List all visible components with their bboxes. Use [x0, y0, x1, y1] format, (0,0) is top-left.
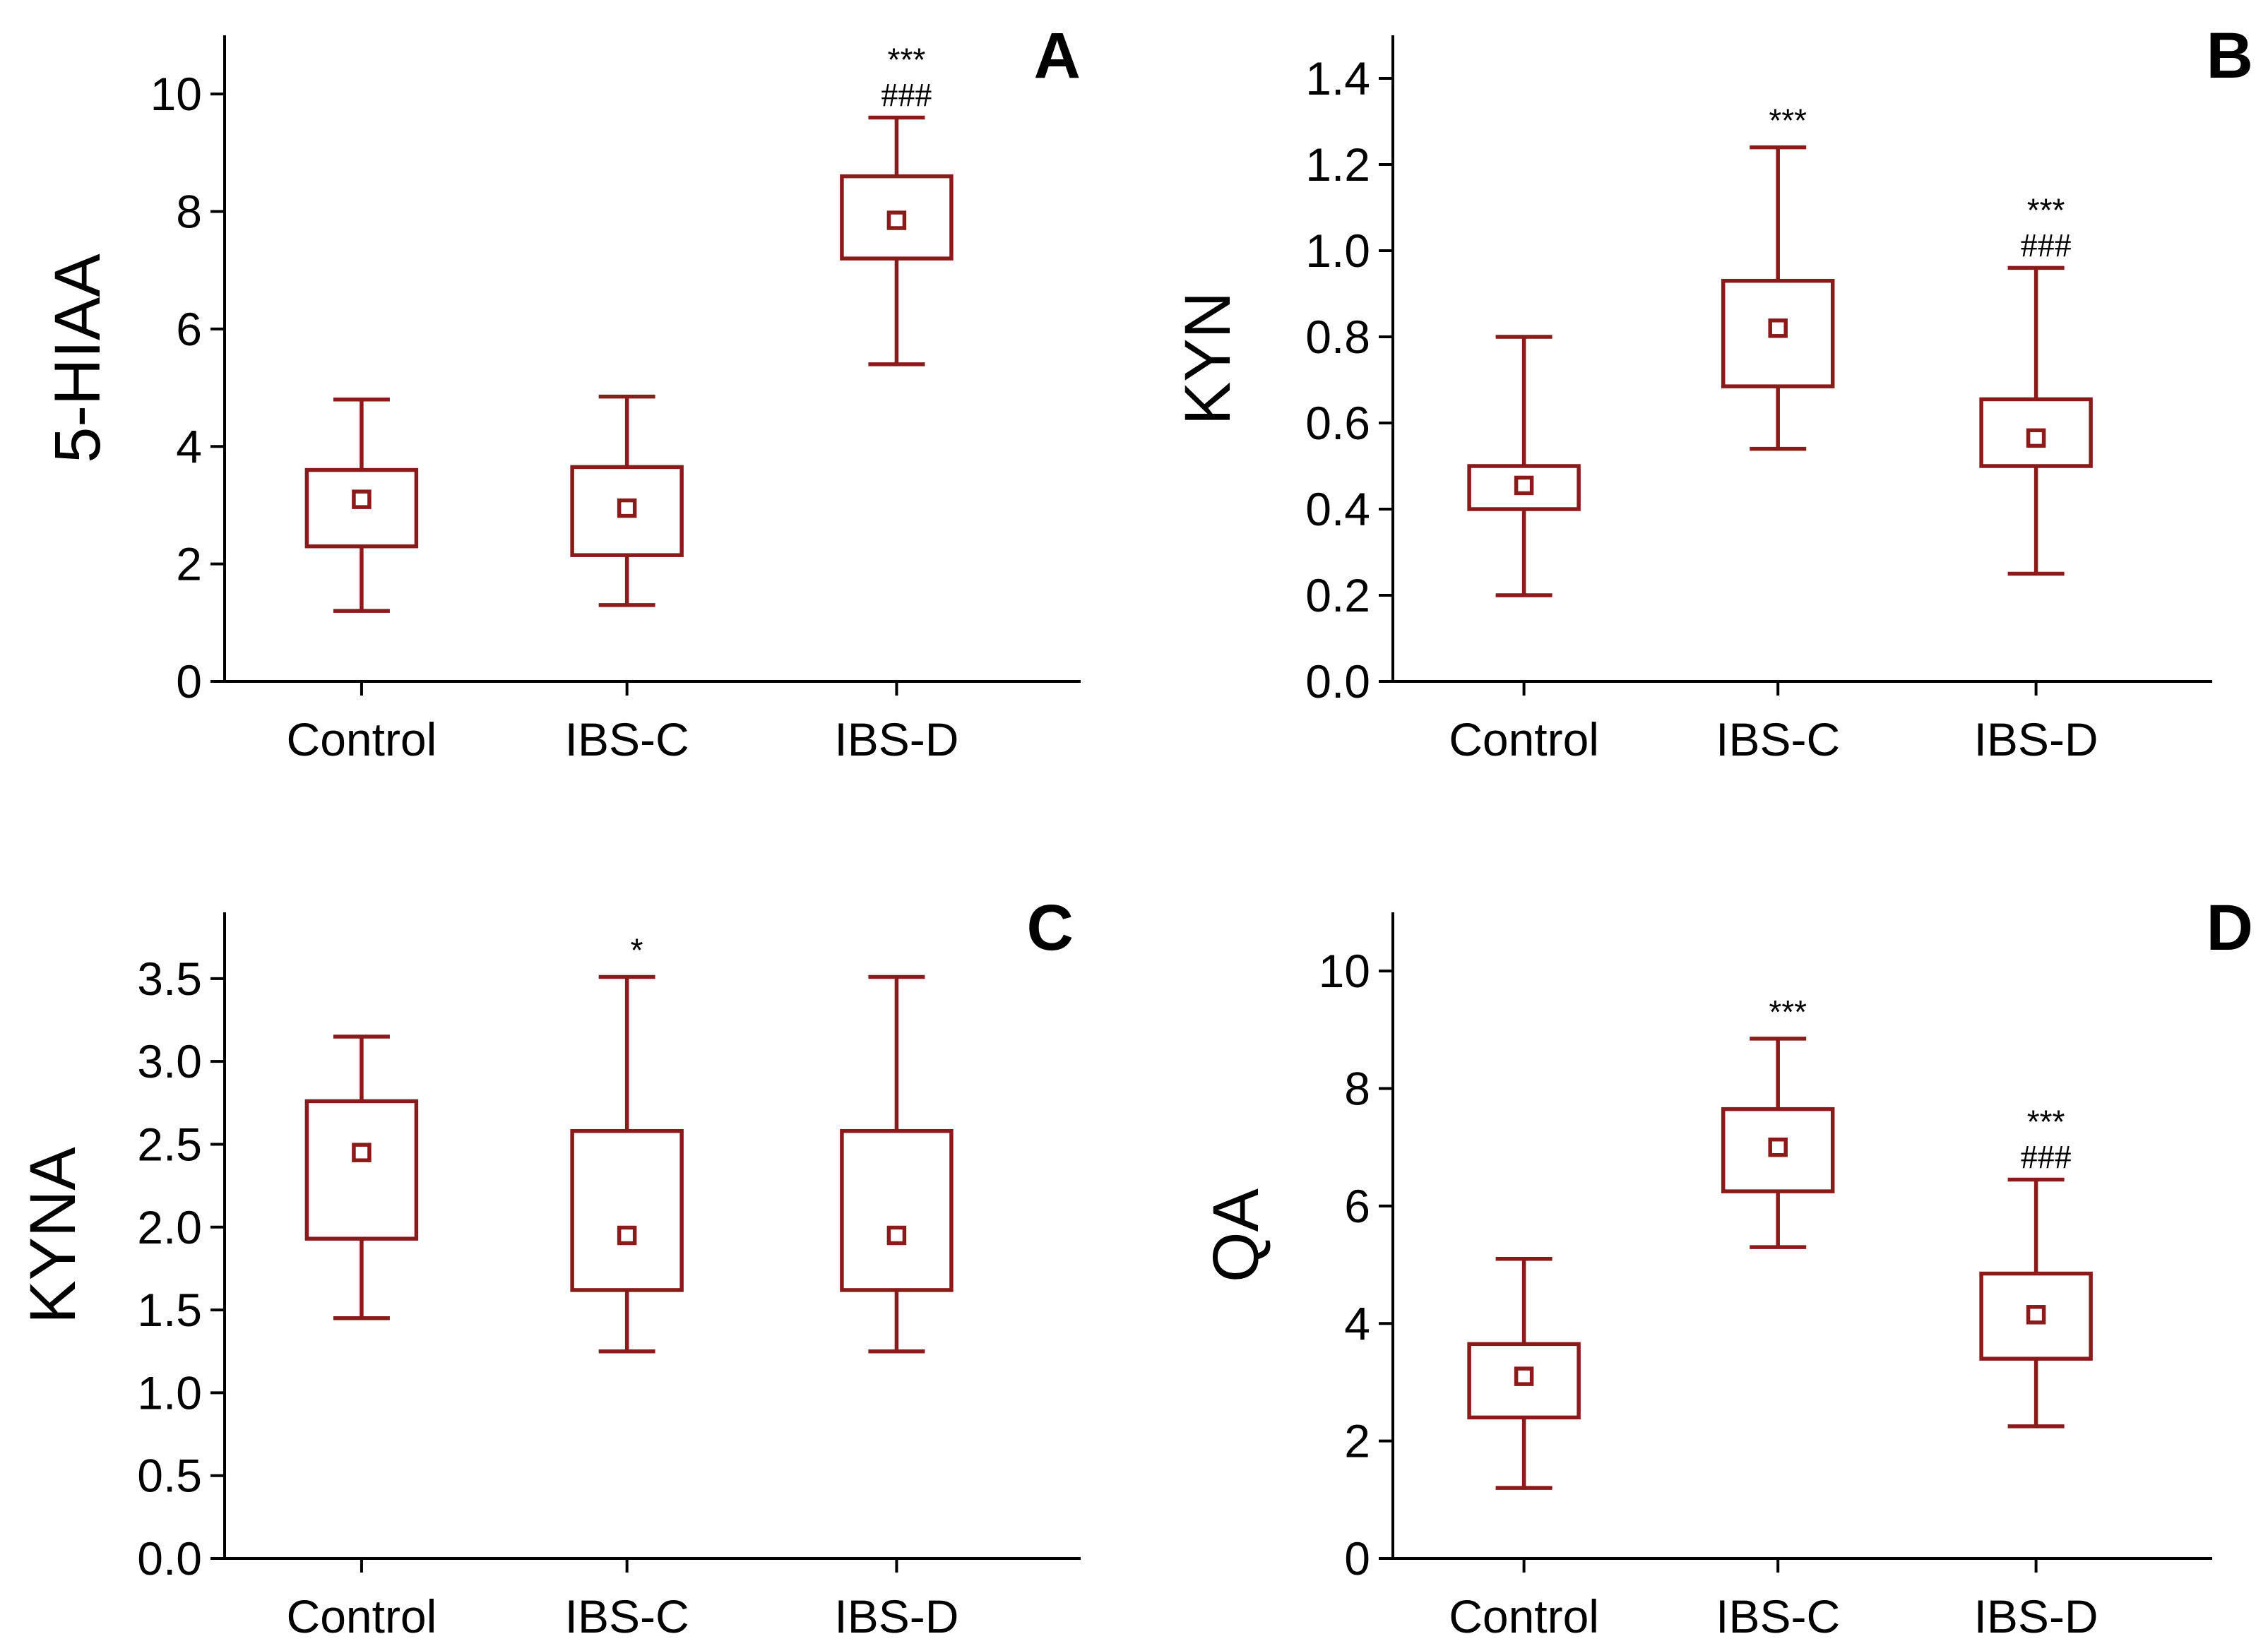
box-control	[1467, 335, 1581, 597]
box-control	[304, 397, 419, 613]
y-tick-label: 0	[176, 655, 202, 708]
mean-marker	[2026, 1305, 2046, 1325]
y-tick-label: 3.0	[137, 1035, 202, 1087]
significance-hash: ###	[2021, 227, 2072, 264]
box-ibs-d: ***###	[1979, 191, 2093, 576]
mean-marker	[886, 210, 907, 230]
y-tick-label: 2.5	[137, 1118, 202, 1170]
x-tick-label: IBS-C	[1716, 713, 1840, 765]
significance-star: ***	[1769, 102, 1807, 139]
significance-star: ***	[2027, 1103, 2065, 1140]
mean-marker	[352, 1143, 372, 1162]
x-tick-label: Control	[1449, 1590, 1599, 1642]
significance-hash: ###	[881, 76, 932, 114]
y-tick-label: 0.8	[1305, 311, 1370, 363]
significance-star: ***	[2027, 191, 2065, 228]
box-ibs-c: ***	[1721, 994, 1835, 1249]
y-tick-label: 6	[1344, 1180, 1370, 1232]
y-tick-label: 1.0	[137, 1366, 202, 1419]
y-tick-label: 0	[1344, 1532, 1370, 1585]
iqr-box	[1721, 278, 1835, 388]
box-ibs-c: *	[570, 932, 684, 1354]
x-tick-label: IBS-C	[565, 1590, 689, 1642]
panel-A: 0 2 4 6 8 10 5-HIAA A Control IBS-C IBS-D ***###	[42, 20, 1081, 765]
x-tick-label: IBS-D	[834, 1590, 958, 1642]
x-tick-label: Control	[287, 713, 437, 765]
iqr-box	[840, 174, 954, 261]
y-tick-label: 0.4	[1305, 483, 1370, 535]
y-tick-label: 8	[176, 186, 202, 238]
mean-marker	[1514, 1366, 1534, 1386]
iqr-box	[304, 1099, 419, 1241]
iqr-box	[570, 465, 684, 557]
y-tick-label: 2	[1344, 1415, 1370, 1467]
significance-star: ***	[888, 41, 926, 78]
mean-marker	[352, 489, 372, 509]
y-tick-label: 1.0	[1305, 225, 1370, 277]
box-ibs-d: ***###	[840, 41, 954, 366]
iqr-box	[304, 467, 419, 549]
x-tick-label: IBS-D	[834, 713, 958, 765]
mean-marker	[2026, 428, 2046, 448]
box-ibs-c: ***	[1721, 102, 1835, 451]
y-tick-label: 0.0	[137, 1532, 202, 1585]
y-tick-label: 4	[176, 420, 202, 472]
panel-letter: A	[1034, 20, 1081, 92]
significance-hash: ###	[2021, 1138, 2072, 1176]
x-tick-label: IBS-D	[1974, 713, 2098, 765]
y-axis-title: QA	[1200, 1188, 1272, 1282]
panel-C: 0.0 0.5 1.0 1.5 2.0 2.5 3.0 3.5 KYNA C Control IBS-…	[17, 892, 1081, 1642]
mean-marker	[1768, 1137, 1788, 1157]
y-tick-label: 1.4	[1305, 52, 1370, 105]
y-tick-label: 4	[1344, 1297, 1370, 1349]
y-tick-label: 3.5	[137, 953, 202, 1005]
box-control	[1467, 1257, 1581, 1490]
mean-marker	[1514, 475, 1534, 496]
mean-marker	[617, 498, 637, 518]
mean-marker	[617, 1225, 637, 1246]
y-tick-label: 0.6	[1305, 397, 1370, 449]
y-tick-label: 2	[176, 538, 202, 590]
y-axis-title: KYNA	[17, 1147, 89, 1324]
y-tick-label: 10	[1319, 945, 1370, 997]
panel-letter: D	[2207, 892, 2253, 964]
mean-marker	[1768, 318, 1788, 338]
y-tick-label: 2.0	[137, 1201, 202, 1253]
panel-B: 0.0 0.2 0.4 0.6 0.8 1.0 1.2 1.4 KYN B Control IBS-C…	[1172, 20, 2253, 765]
mean-marker	[886, 1225, 907, 1246]
box-control	[304, 1034, 419, 1320]
y-tick-label: 0.2	[1305, 569, 1370, 621]
panel-letter: B	[2207, 20, 2253, 92]
iqr-box	[840, 1128, 954, 1292]
iqr-box	[1721, 1107, 1835, 1193]
iqr-box	[1467, 1342, 1581, 1420]
x-tick-label: IBS-C	[565, 713, 689, 765]
x-tick-label: Control	[1449, 713, 1599, 765]
y-tick-label: 0.0	[1305, 655, 1370, 708]
x-tick-label: IBS-D	[1974, 1590, 2098, 1642]
x-tick-label: IBS-C	[1716, 1590, 1840, 1642]
y-tick-label: 1.5	[137, 1284, 202, 1336]
significance-star: ***	[1769, 994, 1807, 1030]
y-axis-title: 5-HIAA	[42, 254, 114, 463]
box-ibs-c	[570, 394, 684, 607]
box-ibs-d	[840, 974, 954, 1354]
box-ibs-d: ***###	[1979, 1103, 2093, 1429]
y-tick-label: 6	[176, 303, 202, 355]
significance-star: *	[631, 932, 643, 969]
iqr-box	[570, 1128, 684, 1292]
y-tick-label: 8	[1344, 1063, 1370, 1115]
iqr-box	[1979, 1271, 2093, 1361]
x-tick-label: Control	[287, 1590, 437, 1642]
panel-letter: C	[1027, 892, 1074, 964]
y-tick-label: 1.2	[1305, 138, 1370, 191]
y-tick-label: 0.5	[137, 1450, 202, 1502]
y-axis-title: KYN	[1172, 292, 1244, 425]
iqr-box	[1467, 464, 1581, 511]
y-tick-label: 10	[150, 68, 202, 120]
iqr-box	[1979, 397, 2093, 468]
